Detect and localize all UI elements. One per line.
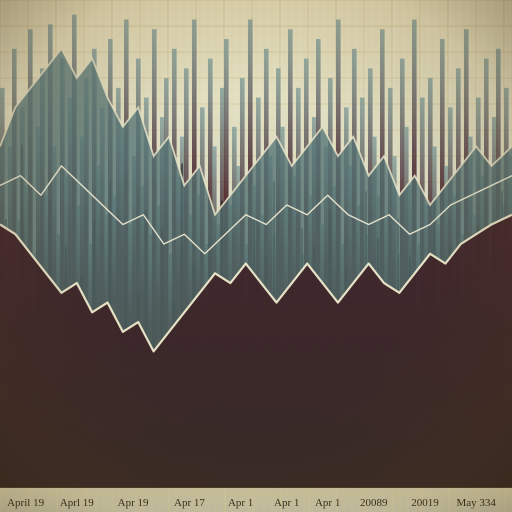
x-tick-label: 20019 xyxy=(411,497,439,509)
x-tick-label: Aprl 19 xyxy=(60,497,94,509)
x-tick-label: Apr 17 xyxy=(174,497,205,509)
x-tick-label: 20089 xyxy=(360,497,388,509)
chart-svg xyxy=(0,0,512,512)
x-axis: April 19 Aprl 19 Apr 19 Apr 17 Apr 1 Apr 1 Apr… xyxy=(0,487,512,512)
x-tick-label: Apr 1 xyxy=(228,497,253,509)
x-tick-label: Apr 1 xyxy=(315,497,340,509)
x-tick-label: April 19 xyxy=(7,497,44,509)
x-tick-label: May 334 xyxy=(456,497,495,509)
x-tick-label: Apr 19 xyxy=(118,497,149,509)
plot-area xyxy=(0,0,512,512)
time-series-chart: April 19 Aprl 19 Apr 19 Apr 17 Apr 1 Apr 1 Apr… xyxy=(0,0,512,512)
x-tick-label: Apr 1 xyxy=(274,497,299,509)
